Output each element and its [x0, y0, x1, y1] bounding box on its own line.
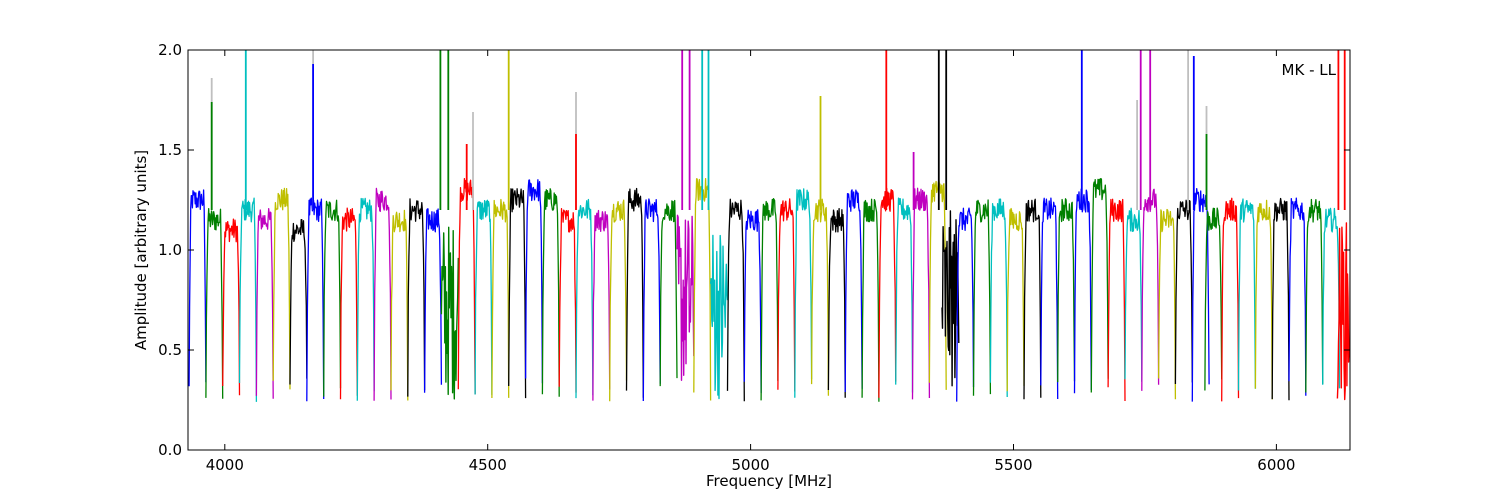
spectrum-segment [609, 199, 628, 402]
y-axis-label: Amplitude [arbitrary units] [132, 150, 150, 350]
spectrum-segment [1191, 187, 1210, 402]
spectrum-segment [356, 197, 375, 401]
spectrum-segment [541, 188, 560, 397]
spectrum-segment [895, 197, 914, 393]
spectrum-segment [659, 199, 678, 387]
spectrum-segment [1204, 207, 1223, 391]
spectrum-segment [423, 208, 443, 393]
spectrum-segment [592, 209, 611, 401]
y-tick-label: 1.0 [158, 241, 182, 259]
x-axis-label: Frequency [MHz] [706, 472, 832, 490]
spectrum-segment [373, 187, 392, 401]
spectrum-segment [642, 198, 661, 402]
x-tick-label: 4000 [206, 456, 244, 474]
spectrum-segment [911, 187, 931, 400]
spectrum-segment [440, 226, 459, 400]
spectrum-segment [1090, 178, 1109, 393]
spectrum-segment [575, 198, 594, 399]
spectrum-segment [878, 187, 897, 398]
spectrum-segment [407, 198, 426, 397]
spectrum-segment [1107, 198, 1126, 402]
spectrum-segment [844, 189, 863, 393]
spectrum-segment [491, 198, 510, 399]
y-tick-label: 1.5 [158, 141, 182, 159]
spectrum-segment [1006, 207, 1025, 392]
spectrum-segment [1124, 207, 1143, 382]
spectrum-segment [1254, 199, 1273, 400]
spectrum-segment [272, 187, 291, 390]
spectrum-segment [972, 199, 992, 396]
y-tick-label: 2.0 [158, 41, 182, 59]
spectrum-segment [827, 208, 846, 398]
spectrum-segment [1141, 188, 1160, 391]
baseline-annotation: MK - LL [1282, 61, 1337, 79]
x-tick-label: 5500 [994, 456, 1032, 474]
spectrum-segment [1221, 197, 1240, 402]
x-tick-label: 6000 [1257, 456, 1295, 474]
y-tick-label: 0.5 [158, 341, 182, 359]
spectrum-segment [676, 214, 695, 381]
data-layer [188, 50, 1350, 402]
spectrum-segment [1237, 198, 1257, 391]
spectrum-segment [956, 207, 975, 402]
spectrum-segment [861, 198, 880, 402]
spectrum-segment [255, 208, 274, 399]
spectrum-segment [1271, 197, 1290, 401]
spectrum-segment [693, 178, 712, 401]
spectrum-segment [1040, 197, 1059, 400]
spectrum-segment [810, 198, 830, 396]
y-tick-label: 0.0 [158, 441, 182, 459]
spectrum-segment [508, 188, 527, 399]
spectrum-segment [390, 209, 409, 401]
spectrum-segment [1073, 188, 1092, 394]
spectrum-segment [989, 198, 1008, 398]
spectrum-segment [558, 208, 577, 393]
spectrum-segment [1336, 222, 1350, 401]
spectrum-segment [238, 197, 258, 402]
spectrum-segment [726, 198, 745, 402]
x-tick-label: 4500 [469, 456, 507, 474]
spectrum-segment [743, 209, 762, 394]
x-tick-label: 5000 [732, 456, 770, 474]
spectrum-segment [289, 218, 308, 385]
spectrum-segment [794, 188, 813, 398]
spectrum-segment [524, 179, 544, 384]
spectrum-segment [457, 177, 476, 395]
spectrum-segment [339, 207, 358, 400]
spectrum-segment [1174, 199, 1193, 385]
spectrum-segment [941, 210, 960, 387]
spectrum-segment [777, 198, 796, 392]
spectrum-segment [222, 218, 241, 396]
spectrum-segment [1322, 207, 1341, 389]
spectrum-segment [625, 187, 644, 398]
spectrum-segment [928, 180, 947, 390]
spectrum-segment [205, 207, 224, 399]
spectrum-segment [760, 198, 779, 401]
spectrum-segment [474, 199, 493, 395]
spectrum-segment [188, 189, 207, 387]
spectrum-segment [306, 197, 325, 402]
y-axis: 0.0 0.5 1.0 1.5 2.0 [158, 41, 1350, 459]
spectrum-segment [1288, 197, 1307, 396]
spectrum-segment [1157, 208, 1177, 400]
x-axis: 4000 4500 5000 5500 6000 [206, 50, 1295, 474]
spectrum-segment [1305, 198, 1324, 393]
spectrum-segment [709, 234, 729, 400]
spectrum-segment [1057, 198, 1076, 383]
spectrum-segment [323, 199, 342, 397]
spectrum-segment [1023, 198, 1042, 400]
